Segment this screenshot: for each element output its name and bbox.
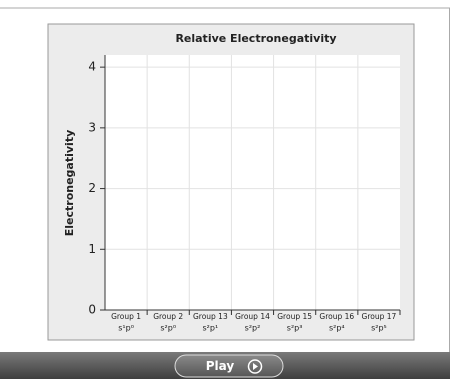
plot-area <box>105 55 400 310</box>
x-tick-label: Group 15 <box>277 312 312 321</box>
x-tick-sublabel: s¹p⁰ <box>118 324 134 333</box>
y-axis-label: Electronegativity <box>63 130 76 237</box>
play-icon[interactable] <box>247 359 263 374</box>
x-tick-sublabel: s²p⁵ <box>371 324 387 333</box>
y-tick-label: 1 <box>88 242 96 256</box>
x-tick-label: Group 17 <box>362 312 397 321</box>
x-tick-label: Group 1 <box>111 312 141 321</box>
chart-title: Relative Electronegativity <box>175 32 336 45</box>
x-tick-sublabel: s²p³ <box>287 324 303 333</box>
x-tick-sublabel: s²p¹ <box>203 324 219 333</box>
x-tick-label: Group 13 <box>193 312 228 321</box>
play-label[interactable]: Play <box>206 359 235 373</box>
y-tick-label: 3 <box>88 120 96 134</box>
y-tick-label: 4 <box>88 60 96 74</box>
play-icon-arrow[interactable] <box>253 363 258 370</box>
x-tick-sublabel: s²p⁴ <box>329 324 345 333</box>
y-tick-label: 0 <box>88 303 96 317</box>
x-tick-sublabel: s²p² <box>245 324 261 333</box>
x-tick-sublabel: s²p⁰ <box>160 324 176 333</box>
x-tick-label: Group 14 <box>235 312 270 321</box>
x-tick-label: Group 2 <box>153 312 183 321</box>
x-tick-label: Group 16 <box>319 312 354 321</box>
y-tick-label: 2 <box>88 181 96 195</box>
